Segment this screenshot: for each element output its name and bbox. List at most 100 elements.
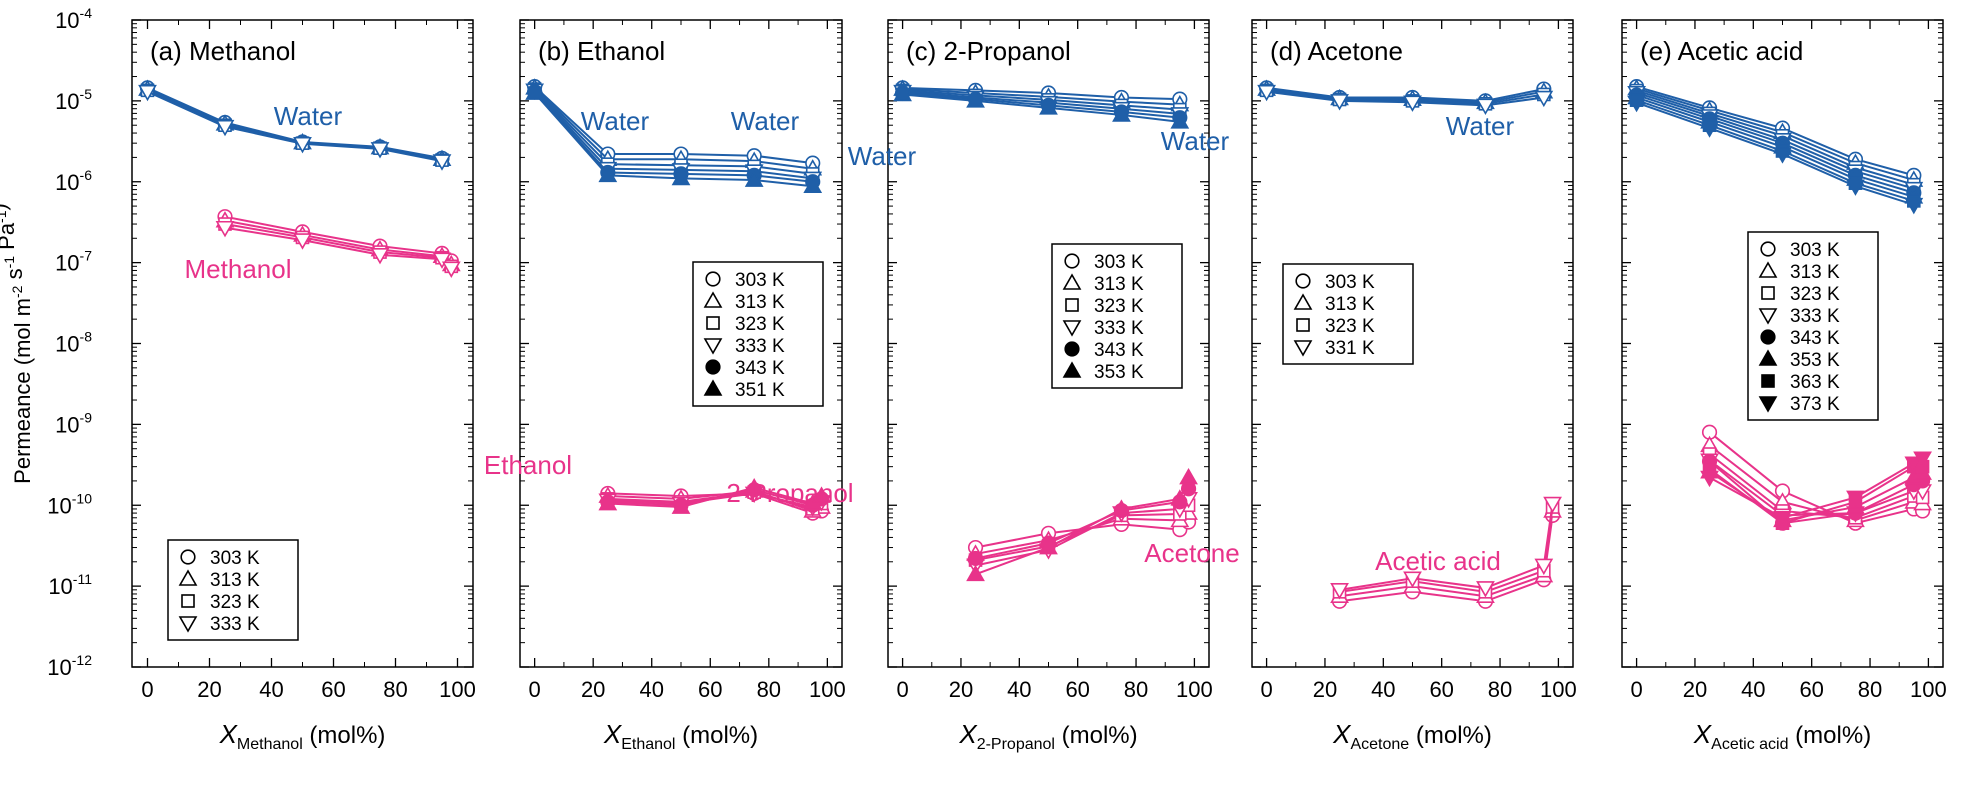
x-tick-label: 80: [1488, 677, 1512, 702]
x-tick-label: 100: [809, 677, 846, 702]
data-point-marker: [1039, 98, 1058, 115]
legend-label: 323 K: [1790, 284, 1840, 305]
legend-marker: [703, 379, 723, 396]
data-point-marker: [1170, 489, 1190, 506]
x-tick-label: 20: [949, 677, 973, 702]
legend-marker: [178, 569, 198, 586]
x-tick-label: 40: [1741, 677, 1765, 702]
x-tick-label: 60: [321, 677, 345, 702]
y-axis-label-part: s: [2, 268, 27, 285]
solvent-series-group: [1330, 496, 1562, 609]
data-point-marker: [1773, 510, 1792, 528]
series-annotation: Water: [1446, 111, 1515, 141]
legend-label: 353 K: [1790, 350, 1840, 371]
series-annotation: Water: [581, 106, 650, 136]
legend-label: 303 K: [210, 548, 260, 569]
legend-marker: [1064, 341, 1080, 357]
data-point-marker: [293, 136, 312, 154]
legend-label: 333 K: [735, 336, 785, 357]
y-axis-label-sup: -1: [1, 256, 17, 269]
y-tick-label: 10-9: [55, 409, 92, 437]
x-tick-label: 0: [141, 677, 153, 702]
legend-label: 343 K: [1790, 328, 1840, 349]
series-annotation: Water: [848, 141, 917, 171]
legend-marker: [1758, 396, 1778, 413]
legend-label: 331 K: [1325, 338, 1375, 359]
y-axis-label-part: ): [0, 203, 11, 210]
legend-marker: [703, 291, 723, 308]
y-axis-label-part: Pa: [0, 222, 19, 256]
x-tick-label: 60: [698, 677, 722, 702]
data-point-marker: [967, 550, 984, 567]
panel-title: (b) Ethanol: [538, 36, 665, 66]
data-point-marker: [441, 261, 461, 278]
data-point-marker: [744, 170, 764, 187]
x-tick-label: 20: [581, 677, 605, 702]
legend-label: 313 K: [735, 292, 785, 313]
data-point-marker: [671, 497, 691, 514]
x-axis-label: XAcetone (mol%): [1332, 719, 1492, 753]
legend-marker: [1758, 308, 1778, 325]
series-annotation: Methanol: [185, 254, 292, 284]
panel-3: 0 20 40 60 80 100 X2-Propanol (mol%) (c) 2-Prop…: [726, 19, 1213, 753]
x-tick-label: 40: [1007, 677, 1031, 702]
x-axis-label: X2-Propanol (mol%): [958, 719, 1137, 753]
y-tick-label: 10-12: [47, 652, 92, 680]
legend-label: 333 K: [1094, 318, 1144, 339]
legend-marker: [181, 594, 195, 608]
y-axis-label-sup: -2: [9, 285, 25, 298]
panel-title: (e) Acetic acid: [1640, 36, 1803, 66]
x-tick-label: 60: [1799, 677, 1823, 702]
legend-marker: [1293, 340, 1313, 357]
data-point-marker: [1534, 558, 1554, 576]
data-point-marker: [1330, 94, 1349, 111]
x-tick-label: 0: [1260, 677, 1272, 702]
data-point-marker: [598, 165, 618, 183]
data-point-marker: [1700, 470, 1719, 488]
x-tick-label: 60: [1065, 677, 1089, 702]
data-point-marker: [1112, 499, 1131, 516]
legend-marker: [178, 616, 198, 633]
panel-title: (d) Acetone: [1270, 36, 1403, 66]
data-point-marker: [1543, 496, 1562, 514]
panel-5: 0 20 40 60 80 100 XAcetic acid (mol%) (e) Aceti…: [1375, 19, 1947, 753]
series-line: [1636, 96, 1915, 198]
y-axis-label-part: Permeance (mol m: [10, 298, 35, 484]
legend-marker: [1062, 361, 1082, 378]
legend-marker: [1760, 329, 1776, 345]
y-tick-label: 10-11: [48, 571, 92, 599]
data-point-marker: [1773, 147, 1792, 164]
data-point-marker: [671, 168, 691, 186]
series-annotation: Water: [274, 101, 343, 131]
panels-group: 0 20 40 60 80 100 XMethanol (mol%) (a) Methanol…: [131, 19, 1947, 753]
x-tick-label: 0: [529, 677, 541, 702]
legend-label: 333 K: [1790, 306, 1840, 327]
legend-label: 303 K: [1325, 272, 1375, 293]
legend-box: [1747, 231, 1879, 421]
y-tick-label: 10-8: [55, 329, 92, 357]
legend-label: 313 K: [1790, 262, 1840, 283]
data-point-marker: [1179, 467, 1198, 485]
y-axis-label-sup: -1: [0, 210, 9, 223]
data-point-marker: [966, 564, 985, 582]
data-point-marker: [1904, 456, 1924, 473]
data-point-marker: [1627, 95, 1646, 113]
data-point-marker: [215, 119, 235, 137]
legend-label: 303 K: [1094, 252, 1144, 273]
series-annotation: Water: [1161, 126, 1230, 156]
x-tick-label: 20: [1683, 677, 1707, 702]
solvent-series-group: [215, 209, 461, 278]
x-tick-label: 60: [1429, 677, 1453, 702]
legend-label: 343 K: [735, 358, 785, 379]
data-point-marker: [744, 478, 764, 495]
series-line: [1636, 101, 1915, 206]
legend-marker: [703, 338, 723, 355]
panel-2: 0 20 40 60 80 100 XEthanol (mol%) (b) Ethanol Wa…: [484, 19, 846, 753]
panel-title: (c) 2-Propanol: [906, 36, 1071, 66]
data-point-marker: [1403, 95, 1422, 112]
